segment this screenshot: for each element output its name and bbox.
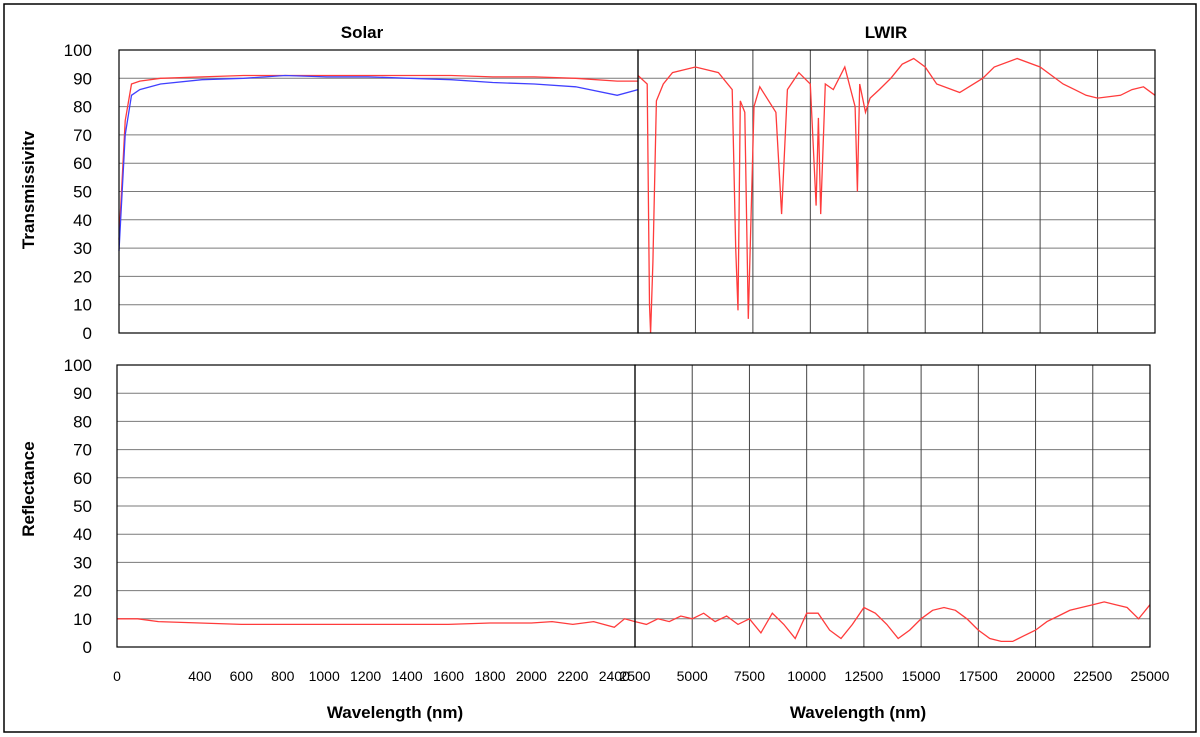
solar-xlabel: Wavelength (nm) <box>327 703 463 722</box>
y-tick-label: 20 <box>73 267 92 286</box>
x-tick-label: 2200 <box>557 668 588 684</box>
solar-reflectance-series-red <box>117 618 636 629</box>
lwir-reflectance-frame <box>634 364 1151 648</box>
y-tick-label: 40 <box>73 525 92 544</box>
y-tick-label: 20 <box>73 582 92 601</box>
x-tick-label: 22500 <box>1073 668 1112 684</box>
x-tick-label: 1800 <box>474 668 505 684</box>
y-tick-label: 40 <box>73 211 92 230</box>
y-tick-label: 60 <box>73 469 92 488</box>
lwir-transmissivity-panel <box>637 49 1156 334</box>
x-tick-label: 1000 <box>309 668 340 684</box>
y-tick-label: 60 <box>73 154 92 173</box>
figure-border <box>3 3 1197 733</box>
y-tick-label: 80 <box>73 412 92 431</box>
solar-title: Solar <box>341 23 384 42</box>
lwir-xlabel: Wavelength (nm) <box>790 703 926 722</box>
x-tick-label: 2000 <box>516 668 547 684</box>
y-tick-label: 10 <box>73 610 92 629</box>
x-tick-label: 0 <box>113 668 121 684</box>
lwir-title: LWIR <box>865 23 908 42</box>
top-ylabel: Transmissivitv <box>19 130 38 249</box>
x-tick-label: 10000 <box>787 668 826 684</box>
lwir-reflectance-panel: 2500 5000 7500 10000 12500 15000 17500 20000 225… <box>619 364 1170 684</box>
y-tick-label: 0 <box>83 324 92 343</box>
x-tick-label: 600 <box>230 668 254 684</box>
lwir-transmissivity-series-red <box>637 57 1156 334</box>
x-tick-label: 12500 <box>844 668 883 684</box>
y-tick-label: 90 <box>73 384 92 403</box>
x-tick-label: 800 <box>271 668 295 684</box>
y-tick-label: 70 <box>73 441 92 460</box>
y-tick-label: 90 <box>73 69 92 88</box>
x-tick-label: 25000 <box>1131 668 1170 684</box>
y-tick-label: 30 <box>73 239 92 258</box>
solar-transmissivity-series-blue <box>118 74 639 251</box>
y-tick-label: 30 <box>73 553 92 572</box>
y-tick-label: 50 <box>73 497 92 516</box>
y-tick-label: 10 <box>73 296 92 315</box>
x-tick-label: 5000 <box>677 668 708 684</box>
bottom-ylabel: Reflectance <box>19 441 38 536</box>
y-tick-label: 100 <box>64 356 92 375</box>
y-tick-label: 70 <box>73 126 92 145</box>
plot-area: 0102030405060708090100010203040506070809… <box>64 41 1170 684</box>
y-tick-label: 0 <box>83 638 92 657</box>
solar-transmissivity-series-red <box>118 74 638 240</box>
y-tick-label: 100 <box>64 41 92 60</box>
solar-transmissivity-panel: 0 10 20 30 40 50 60 70 80 90 100 <box>64 41 639 343</box>
x-tick-label: 15000 <box>902 668 941 684</box>
y-tick-label: 50 <box>73 183 92 202</box>
lwir-transmissivity-frame <box>637 49 1156 334</box>
x-tick-label: 400 <box>188 668 212 684</box>
y-tick-label: 80 <box>73 98 92 117</box>
x-tick-label: 7500 <box>734 668 765 684</box>
x-tick-label: 1200 <box>350 668 381 684</box>
x-tick-label: 2500 <box>619 668 650 684</box>
lwir-reflectance-series-red <box>634 601 1151 643</box>
x-tick-label: 1600 <box>433 668 464 684</box>
x-tick-label: 20000 <box>1016 668 1055 684</box>
x-tick-label: 1400 <box>392 668 423 684</box>
x-tick-label: 2400 <box>599 668 630 684</box>
x-tick-label: 17500 <box>959 668 998 684</box>
